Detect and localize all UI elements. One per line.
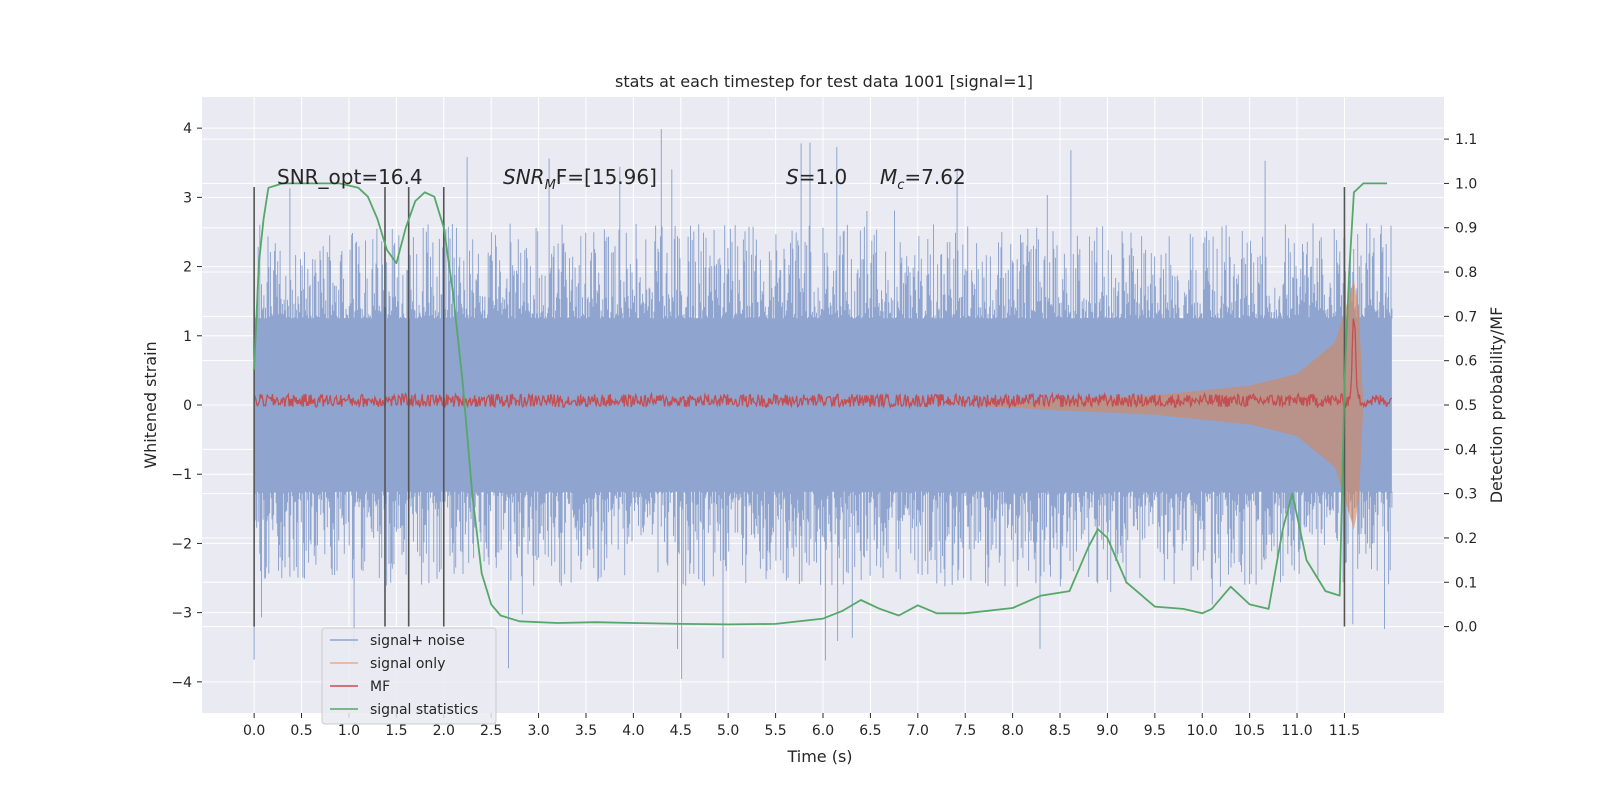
signal-statistics-line [253, 182, 1388, 626]
annotation-s-rest: =1.0 [799, 165, 848, 189]
legend-label-signal-statistics: signal statistics [370, 702, 478, 718]
x-axis-ticks: 0.0 0.5 1.0 1.5 2.0 2.5 3.0 3.5 4.0 4.5 5.0 5.5 6.0 6… [243, 713, 1360, 739]
annotation-snr-mf: SNRMF=[15.96] [503, 165, 657, 193]
y-right-tick-label-11: 0.0 [1455, 620, 1477, 636]
x-axis-label: Time (s) [786, 747, 852, 766]
y-right-tick-label-6: 0.5 [1455, 398, 1477, 414]
annotation-snr-mf-main: SNR [503, 165, 545, 189]
x-tick-label-10: 5.0 [717, 723, 739, 739]
annotation-mc-rest: =7.62 [904, 165, 965, 189]
x-tick-label-5: 2.5 [480, 723, 502, 739]
series-signal-only [965, 280, 1364, 530]
annotation-s-main: S [786, 165, 799, 189]
y-right-tick-label-0: 1.1 [1455, 132, 1477, 148]
y-axis-label: Whitened strain [141, 341, 160, 468]
x-tick-label-23: 11.5 [1329, 723, 1360, 739]
x-tick-label-19: 9.5 [1144, 723, 1166, 739]
y-axis-ticks: 4 3 2 1 0 −1 −2 −3 −4 [171, 121, 202, 691]
x-tick-label-14: 7.0 [907, 723, 929, 739]
annotation-snr-mf-sub: M [545, 178, 556, 193]
signal-only-area [965, 280, 1364, 530]
y-right-tick-label-3: 0.8 [1455, 265, 1477, 281]
y-tick-label-4: 0 [183, 398, 192, 414]
x-tick-label-13: 6.5 [859, 723, 881, 739]
y-right-tick-label-8: 0.3 [1455, 487, 1477, 503]
y-right-tick-label-7: 0.4 [1455, 442, 1477, 458]
y-axis-right-ticks: 1.1 1.0 0.9 0.8 0.7 0.6 0.5 0.4 0.3 0.2 0.1 0.0 [1444, 132, 1477, 636]
x-tick-label-15: 7.5 [954, 723, 976, 739]
y-axis-right-label: Detection probability/MF [1487, 307, 1506, 504]
chart-title: stats at each timestep for test data 100… [615, 72, 1033, 91]
x-tick-label-0: 0.0 [243, 723, 265, 739]
y-right-tick-label-9: 0.2 [1455, 531, 1477, 547]
legend-label-mf: MF [370, 679, 390, 695]
x-tick-label-7: 3.5 [575, 723, 597, 739]
legend-box [321, 627, 497, 725]
y-tick-label-8: −4 [171, 675, 192, 691]
y-right-tick-label-4: 0.7 [1455, 309, 1477, 325]
series-signal-statistics [253, 182, 1388, 626]
annotation-mc-sub: c [897, 178, 904, 193]
y-right-tick-label-5: 0.6 [1455, 354, 1477, 370]
y-tick-label-2: 2 [183, 260, 192, 276]
annotation-snr-mf-rest: F=[15.96] [556, 165, 657, 189]
y-right-tick-label-10: 0.1 [1455, 575, 1477, 591]
y-tick-label-1: 3 [183, 190, 192, 206]
legend-label-signal-only: signal only [370, 656, 445, 672]
x-tick-label-4: 2.0 [433, 723, 455, 739]
annotation-snr-opt: SNR_opt=16.4 [277, 165, 423, 189]
x-tick-label-11: 5.5 [764, 723, 786, 739]
y-tick-label-3: 1 [183, 329, 192, 345]
x-tick-label-21: 10.5 [1234, 723, 1265, 739]
y-tick-label-7: −3 [171, 606, 192, 622]
x-tick-label-1: 0.5 [290, 723, 312, 739]
y-tick-label-5: −1 [171, 467, 192, 483]
x-tick-label-3: 1.5 [385, 723, 407, 739]
annotation-s: S=1.0 [786, 165, 847, 189]
x-tick-label-20: 10.0 [1187, 723, 1218, 739]
legend: signal+ noise signal only MF signal stat… [321, 627, 497, 725]
x-tick-label-12: 6.0 [812, 723, 834, 739]
y-right-tick-label-2: 0.9 [1455, 221, 1477, 237]
detection-markers [253, 186, 1346, 627]
x-tick-label-16: 8.0 [1001, 723, 1023, 739]
legend-label-signal-noise: signal+ noise [370, 633, 465, 649]
x-tick-label-18: 9.0 [1096, 723, 1118, 739]
x-tick-label-9: 4.5 [670, 723, 692, 739]
y-tick-label-0: 4 [183, 121, 192, 137]
x-tick-label-6: 3.0 [527, 723, 549, 739]
x-tick-label-2: 1.0 [338, 723, 360, 739]
x-tick-label-22: 11.0 [1281, 723, 1312, 739]
annotation-mc: Mc=7.62 [880, 165, 966, 193]
y-right-tick-label-1: 1.0 [1455, 176, 1477, 192]
x-tick-label-17: 8.5 [1049, 723, 1071, 739]
x-tick-label-8: 4.0 [622, 723, 644, 739]
y-tick-label-6: −2 [171, 536, 192, 552]
annotation-mc-main: M [880, 165, 897, 189]
